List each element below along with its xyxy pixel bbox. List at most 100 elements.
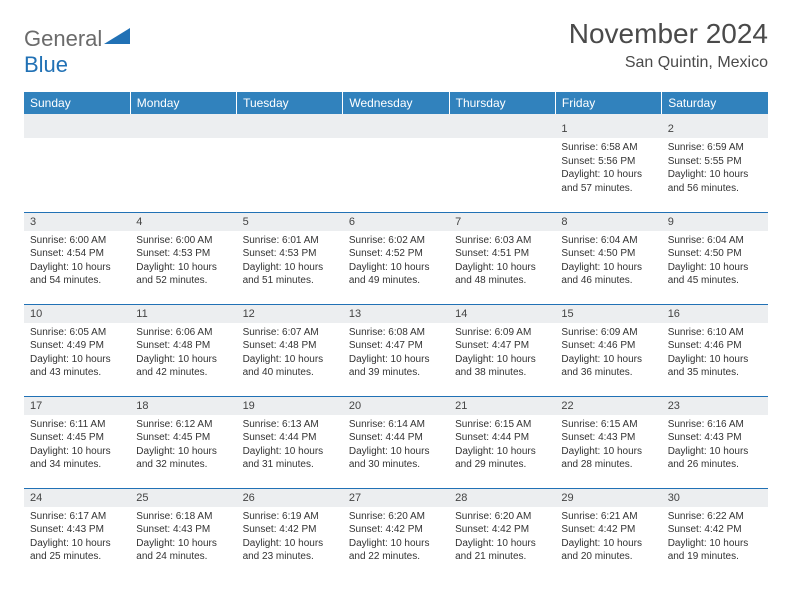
day-cell: 8 Sunrise: 6:04 AMSunset: 4:50 PMDaylight…	[555, 212, 661, 304]
day-number: 3	[24, 213, 130, 231]
day-cell: 3Sunrise: 6:00 AMSunset: 4:54 PMDaylight…	[24, 212, 130, 304]
day-number	[237, 120, 343, 138]
calendar-page: GeneralBlue November 2024 San Quintin, M…	[0, 0, 792, 592]
day-number	[449, 120, 555, 138]
day-info: Sunrise: 6:01 AMSunset: 4:53 PMDaylight:…	[243, 234, 337, 288]
day-content: Sunrise: 6:09 AMSunset: 4:46 PMDaylight:…	[555, 323, 661, 383]
day-number: 15	[555, 305, 661, 323]
day-info: Sunrise: 6:16 AMSunset: 4:43 PMDaylight:…	[668, 418, 762, 472]
day-info: Sunrise: 6:10 AMSunset: 4:46 PMDaylight:…	[668, 326, 762, 380]
day-content: Sunrise: 6:10 AMSunset: 4:46 PMDaylight:…	[662, 323, 768, 383]
day-content: Sunrise: 6:00 AMSunset: 4:54 PMDaylight:…	[24, 231, 130, 291]
day-cell: 9Sunrise: 6:04 AMSunset: 4:50 PMDaylight…	[662, 212, 768, 304]
day-number: 30	[662, 489, 768, 507]
day-number: 18	[130, 397, 236, 415]
day-number: 10	[24, 305, 130, 323]
day-info: Sunrise: 6:02 AMSunset: 4:52 PMDaylight:…	[349, 234, 443, 288]
day-cell: 16 Sunrise: 6:10 AMSunset: 4:46 PMDayligh…	[662, 304, 768, 396]
day-cell: 10 Sunrise: 6:05 AMSunset: 4:49 PMDayligh…	[24, 304, 130, 396]
day-number: 25	[130, 489, 236, 507]
day-cell: 11Sunrise: 6:06 AMSunset: 4:48 PMDayligh…	[130, 304, 236, 396]
day-cell: 23 Sunrise: 6:16 AMSunset: 4:43 PMDayligh…	[662, 396, 768, 488]
day-cell	[237, 120, 343, 212]
day-cell: 1Sunrise: 6:58 AMSunset: 5:56 PMDaylight…	[555, 120, 661, 212]
day-number: 27	[343, 489, 449, 507]
day-cell	[130, 120, 236, 212]
day-cell: 6 Sunrise: 6:02 AMSunset: 4:52 PMDaylight…	[343, 212, 449, 304]
day-cell: 22Sunrise: 6:15 AMSunset: 4:43 PMDayligh…	[555, 396, 661, 488]
day-info: Sunrise: 6:04 AMSunset: 4:50 PMDaylight:…	[561, 234, 655, 288]
day-cell: 24Sunrise: 6:17 AMSunset: 4:43 PMDayligh…	[24, 488, 130, 580]
day-content: Sunrise: 6:09 AMSunset: 4:47 PMDaylight:…	[449, 323, 555, 383]
day-cell: 17 Sunrise: 6:11 AMSunset: 4:45 PMDayligh…	[24, 396, 130, 488]
day-info: Sunrise: 6:22 AMSunset: 4:42 PMDaylight:…	[668, 510, 762, 564]
day-content: Sunrise: 6:20 AMSunset: 4:42 PMDaylight:…	[343, 507, 449, 567]
day-info: Sunrise: 6:08 AMSunset: 4:47 PMDaylight:…	[349, 326, 443, 380]
day-content	[24, 138, 130, 144]
title-block: November 2024 San Quintin, Mexico	[569, 18, 768, 72]
day-cell	[449, 120, 555, 212]
day-number: 24	[24, 489, 130, 507]
day-info: Sunrise: 6:05 AMSunset: 4:49 PMDaylight:…	[30, 326, 124, 380]
week-row: 17 Sunrise: 6:11 AMSunset: 4:45 PMDayligh…	[24, 396, 768, 488]
day-number: 9	[662, 213, 768, 231]
day-content: Sunrise: 6:07 AMSunset: 4:48 PMDaylight:…	[237, 323, 343, 383]
brand-text: GeneralBlue	[24, 26, 130, 78]
header: GeneralBlue November 2024 San Quintin, M…	[24, 18, 768, 78]
day-content: Sunrise: 6:01 AMSunset: 4:53 PMDaylight:…	[237, 231, 343, 291]
day-number: 8	[555, 213, 661, 231]
day-cell: 4Sunrise: 6:00 AMSunset: 4:53 PMDaylight…	[130, 212, 236, 304]
day-content	[449, 138, 555, 144]
day-info: Sunrise: 6:18 AMSunset: 4:43 PMDaylight:…	[136, 510, 230, 564]
weekday-header: Thursday	[449, 92, 555, 114]
day-info: Sunrise: 6:12 AMSunset: 4:45 PMDaylight:…	[136, 418, 230, 472]
day-number: 23	[662, 397, 768, 415]
brand-part1: General	[24, 26, 102, 51]
day-cell: 25 Sunrise: 6:18 AMSunset: 4:43 PMDayligh…	[130, 488, 236, 580]
day-number: 6	[343, 213, 449, 231]
day-info: Sunrise: 6:09 AMSunset: 4:47 PMDaylight:…	[455, 326, 549, 380]
day-info: Sunrise: 6:20 AMSunset: 4:42 PMDaylight:…	[349, 510, 443, 564]
weekday-header: Tuesday	[237, 92, 343, 114]
day-number	[24, 120, 130, 138]
week-row: 1Sunrise: 6:58 AMSunset: 5:56 PMDaylight…	[24, 120, 768, 212]
day-content: Sunrise: 6:06 AMSunset: 4:48 PMDaylight:…	[130, 323, 236, 383]
brand-part2: Blue	[24, 52, 68, 77]
day-content: Sunrise: 6:15 AMSunset: 4:44 PMDaylight:…	[449, 415, 555, 475]
day-cell: 14Sunrise: 6:09 AMSunset: 4:47 PMDayligh…	[449, 304, 555, 396]
day-cell: 27 Sunrise: 6:20 AMSunset: 4:42 PMDayligh…	[343, 488, 449, 580]
day-info: Sunrise: 6:11 AMSunset: 4:45 PMDaylight:…	[30, 418, 124, 472]
day-content: Sunrise: 6:19 AMSunset: 4:42 PMDaylight:…	[237, 507, 343, 567]
day-number: 12	[237, 305, 343, 323]
calendar-table: SundayMondayTuesdayWednesdayThursdayFrid…	[24, 92, 768, 580]
day-cell: 29Sunrise: 6:21 AMSunset: 4:42 PMDayligh…	[555, 488, 661, 580]
day-cell	[343, 120, 449, 212]
day-number: 17	[24, 397, 130, 415]
day-number: 16	[662, 305, 768, 323]
day-content: Sunrise: 6:21 AMSunset: 4:42 PMDaylight:…	[555, 507, 661, 567]
day-number: 7	[449, 213, 555, 231]
day-info: Sunrise: 6:21 AMSunset: 4:42 PMDaylight:…	[561, 510, 655, 564]
day-content: Sunrise: 6:17 AMSunset: 4:43 PMDaylight:…	[24, 507, 130, 567]
day-number: 2	[662, 120, 768, 138]
day-content: Sunrise: 6:22 AMSunset: 4:42 PMDaylight:…	[662, 507, 768, 567]
day-info: Sunrise: 6:58 AMSunset: 5:56 PMDaylight:…	[561, 141, 655, 195]
day-cell: 30 Sunrise: 6:22 AMSunset: 4:42 PMDayligh…	[662, 488, 768, 580]
day-info: Sunrise: 6:14 AMSunset: 4:44 PMDaylight:…	[349, 418, 443, 472]
day-number: 28	[449, 489, 555, 507]
day-content: Sunrise: 6:12 AMSunset: 4:45 PMDaylight:…	[130, 415, 236, 475]
day-cell: 5 Sunrise: 6:01 AMSunset: 4:53 PMDaylight…	[237, 212, 343, 304]
day-cell	[24, 120, 130, 212]
weekday-header: Sunday	[24, 92, 130, 114]
day-content: Sunrise: 6:05 AMSunset: 4:49 PMDaylight:…	[24, 323, 130, 383]
day-cell: 12Sunrise: 6:07 AMSunset: 4:48 PMDayligh…	[237, 304, 343, 396]
day-number: 5	[237, 213, 343, 231]
day-content: Sunrise: 6:04 AMSunset: 4:50 PMDaylight:…	[555, 231, 661, 291]
day-content: Sunrise: 6:59 AMSunset: 5:55 PMDaylight:…	[662, 138, 768, 198]
day-info: Sunrise: 6:19 AMSunset: 4:42 PMDaylight:…	[243, 510, 337, 564]
day-cell: 13 Sunrise: 6:08 AMSunset: 4:47 PMDayligh…	[343, 304, 449, 396]
day-content: Sunrise: 6:16 AMSunset: 4:43 PMDaylight:…	[662, 415, 768, 475]
day-number: 13	[343, 305, 449, 323]
week-row: 3Sunrise: 6:00 AMSunset: 4:54 PMDaylight…	[24, 212, 768, 304]
day-info: Sunrise: 6:00 AMSunset: 4:53 PMDaylight:…	[136, 234, 230, 288]
